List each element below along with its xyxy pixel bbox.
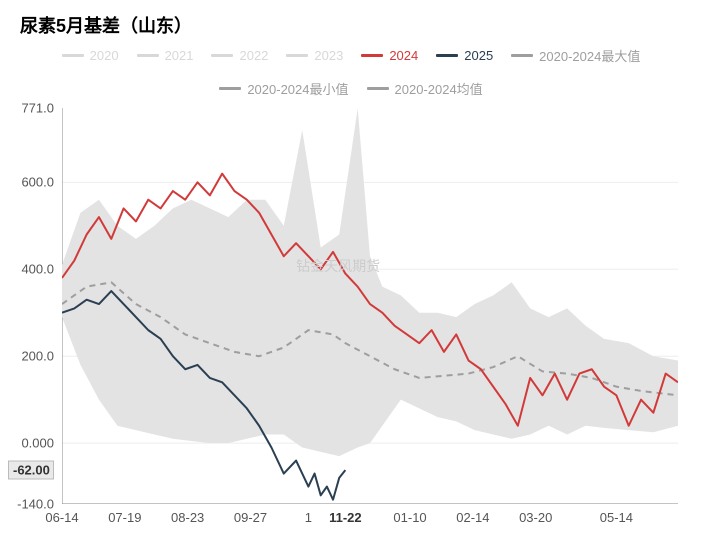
- x-tick-label: 07-19: [108, 510, 141, 525]
- legend: 2020 2021 2022 2023 2024 2025 2020-2024最大值 2020…: [0, 44, 702, 106]
- legend-swatch: [367, 87, 389, 90]
- legend-label: 2025: [464, 48, 493, 63]
- y-tick-label: 400.0: [0, 262, 54, 277]
- x-tick-label: 03-20: [519, 510, 552, 525]
- chart-title: 尿素5月基差（山东）: [0, 0, 702, 44]
- legend-item[interactable]: 2021: [137, 46, 194, 65]
- legend-swatch: [211, 54, 233, 57]
- legend-item[interactable]: 2020: [62, 46, 119, 65]
- plot-svg: [62, 108, 678, 504]
- legend-swatch: [436, 54, 458, 57]
- y-highlight-label: -62.00: [8, 461, 54, 480]
- legend-label: 2021: [165, 48, 194, 63]
- legend-label: 2020-2024最小值: [247, 79, 348, 98]
- legend-label: 2024: [389, 48, 418, 63]
- y-tick-label: 0.000: [0, 436, 54, 451]
- legend-label: 2020: [90, 48, 119, 63]
- x-tick-label: 08-23: [171, 510, 204, 525]
- min-max-band: [62, 108, 678, 456]
- legend-item[interactable]: 2024: [361, 46, 418, 65]
- y-tick-label: 600.0: [0, 175, 54, 190]
- x-tick-label: 1: [305, 510, 312, 525]
- x-tick-label: 02-14: [456, 510, 489, 525]
- legend-item[interactable]: 2020-2024最小值: [219, 79, 348, 98]
- x-tick-label: 09-27: [234, 510, 267, 525]
- x-tick-label: 05-14: [600, 510, 633, 525]
- legend-item[interactable]: 2023: [286, 46, 343, 65]
- legend-item[interactable]: 2020-2024最大值: [511, 46, 640, 65]
- chart-container: 尿素5月基差（山东） 2020 2021 2022 2023 2024 2025 2020-…: [0, 0, 702, 538]
- legend-item[interactable]: 2025: [436, 46, 493, 65]
- x-tick-label: 11-22: [329, 510, 362, 525]
- plot-area: 钻金天风期货: [62, 108, 678, 504]
- legend-label: 2022: [239, 48, 268, 63]
- legend-swatch: [219, 87, 241, 90]
- y-tick-label: 200.0: [0, 349, 54, 364]
- y-tick-label: 771.0: [0, 101, 54, 116]
- legend-swatch: [361, 54, 383, 57]
- x-tick-label: 01-10: [393, 510, 426, 525]
- legend-label: 2020-2024最大值: [539, 46, 640, 65]
- legend-swatch: [137, 54, 159, 57]
- legend-label: 2023: [314, 48, 343, 63]
- legend-item[interactable]: 2022: [211, 46, 268, 65]
- legend-swatch: [286, 54, 308, 57]
- x-tick-label: 06-14: [45, 510, 78, 525]
- legend-swatch: [511, 54, 533, 57]
- legend-swatch: [62, 54, 84, 57]
- legend-item[interactable]: 2020-2024均值: [367, 79, 483, 98]
- legend-label: 2020-2024均值: [395, 79, 483, 98]
